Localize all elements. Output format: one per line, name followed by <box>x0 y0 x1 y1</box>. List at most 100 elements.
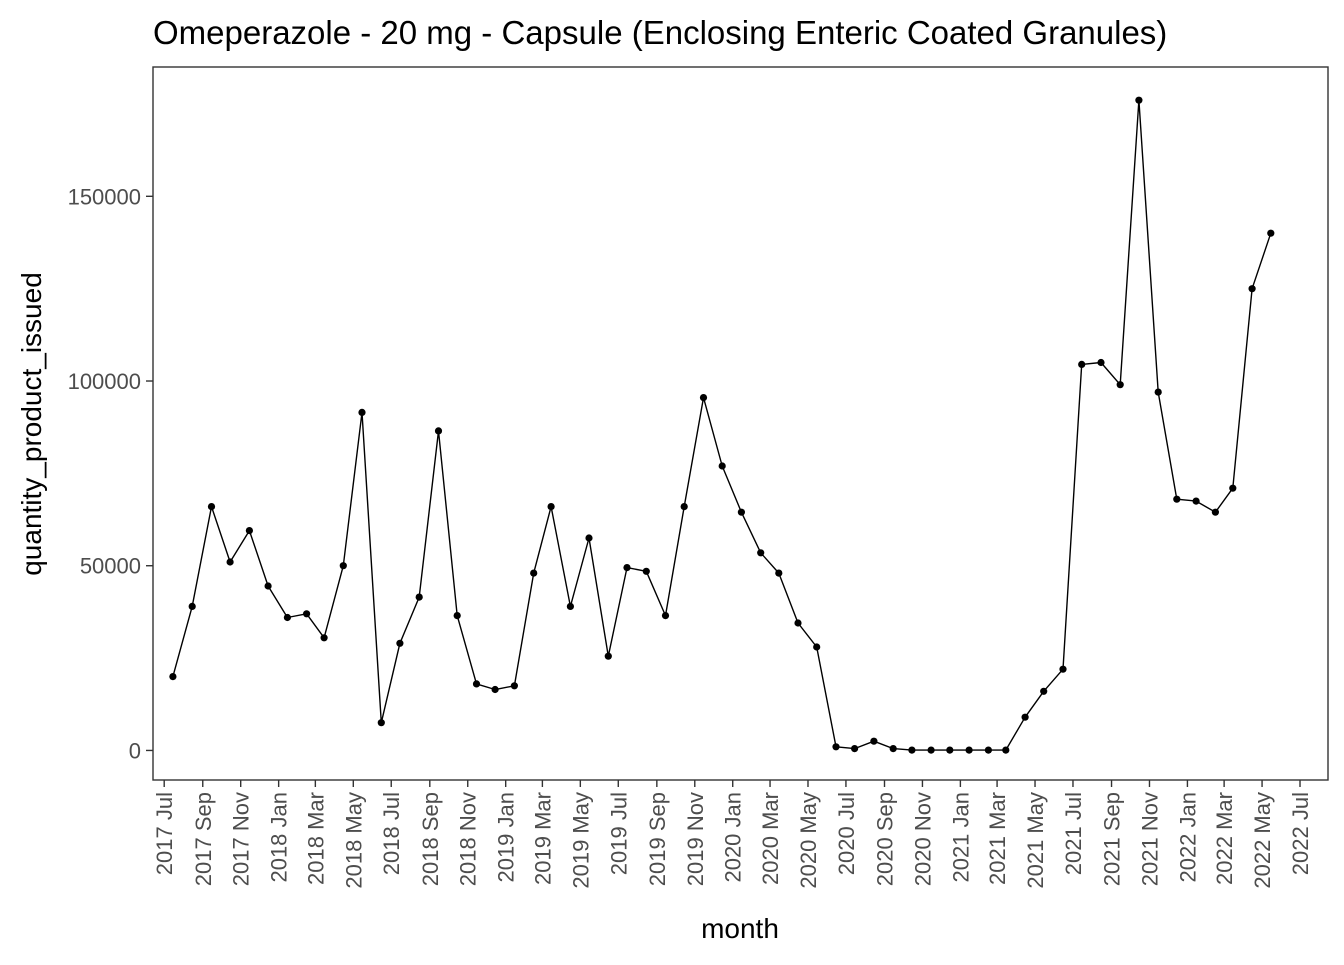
x-tick-label: 2020 May <box>796 792 821 889</box>
data-point <box>870 737 878 745</box>
y-tick-label: 150000 <box>68 184 141 209</box>
y-tick-label: 100000 <box>68 369 141 394</box>
x-tick-label: 2019 Mar <box>530 792 555 885</box>
data-point <box>1078 360 1086 368</box>
data-point <box>1135 96 1143 104</box>
x-tick-label: 2017 Jul <box>152 792 177 875</box>
data-point <box>680 503 688 511</box>
data-point <box>1192 497 1200 505</box>
x-tick-label: 2021 May <box>1023 792 1048 889</box>
data-point <box>226 558 234 566</box>
y-tick-label: 50000 <box>80 554 141 579</box>
data-point <box>434 427 443 435</box>
data-point <box>623 564 631 572</box>
data-point <box>661 612 670 620</box>
data-point <box>737 508 746 516</box>
data-point <box>1021 713 1029 721</box>
x-tick-label: 2019 Sep <box>645 792 670 886</box>
data-point <box>984 746 993 754</box>
data-point <box>1211 508 1219 516</box>
data-point <box>794 619 802 627</box>
data-point <box>1154 388 1162 396</box>
x-tick-label: 2017 Nov <box>229 792 254 886</box>
x-tick-label: 2019 Nov <box>683 792 708 886</box>
data-point <box>889 745 897 753</box>
data-point <box>1002 746 1010 754</box>
data-point <box>245 527 253 535</box>
data-point <box>757 549 765 557</box>
x-tick-label: 2020 Sep <box>872 792 897 886</box>
data-point <box>1229 484 1237 492</box>
data-point <box>377 719 385 727</box>
data-point <box>169 673 177 681</box>
x-tick-label: 2022 Jan <box>1175 792 1200 883</box>
y-axis: 0 50000 100000 150000 <box>68 184 153 763</box>
data-point <box>946 746 954 754</box>
x-tick-label: 2019 May <box>568 792 593 889</box>
data-point <box>718 462 726 470</box>
data-point <box>851 745 859 753</box>
x-tick-label: 2018 Jul <box>379 792 404 875</box>
data-point <box>1248 285 1256 293</box>
x-tick-label: 2018 Nov <box>456 792 481 886</box>
x-tick-label: 2018 May <box>341 792 366 889</box>
x-tick-label: 2017 Sep <box>191 792 216 886</box>
x-tick-label: 2022 May <box>1250 792 1275 889</box>
x-tick-label: 2020 Mar <box>758 792 783 885</box>
data-point <box>547 503 555 511</box>
data-point <box>1097 358 1105 367</box>
data-point <box>585 534 593 542</box>
x-tick-label: 2021 Mar <box>985 792 1010 885</box>
series-layer <box>169 96 1275 754</box>
data-point <box>1173 495 1181 503</box>
data-point <box>1059 665 1067 673</box>
data-point <box>1116 381 1124 389</box>
data-point <box>813 643 821 651</box>
x-tick-label: 2020 Jan <box>721 792 746 883</box>
x-axis: 2017 Jul 2017 Sep 2017 Nov 2018 Jan 2018 Mar… <box>152 780 1313 889</box>
data-point <box>472 680 481 688</box>
data-point <box>188 602 196 611</box>
x-tick-label: 2022 Mar <box>1212 792 1237 885</box>
y-axis-title: quantity_product_issued <box>16 272 47 576</box>
plot-panel <box>152 66 1329 781</box>
data-point <box>358 408 366 416</box>
data-point <box>604 652 612 660</box>
data-point <box>415 593 423 601</box>
data-point <box>530 569 538 577</box>
data-point <box>965 746 973 754</box>
data-point <box>320 634 328 642</box>
x-tick-label: 2018 Mar <box>303 792 328 885</box>
data-point <box>339 562 347 570</box>
data-point <box>396 639 404 647</box>
data-point <box>207 503 216 511</box>
data-point <box>510 682 518 690</box>
x-tick-label: 2021 Sep <box>1100 792 1125 886</box>
data-point <box>491 685 499 694</box>
data-point <box>699 394 708 402</box>
x-tick-label: 2019 Jul <box>606 792 631 875</box>
x-tick-label: 2018 Jan <box>267 792 292 883</box>
data-point <box>642 567 650 575</box>
x-tick-label: 2022 Jul <box>1288 792 1313 875</box>
data-point <box>832 743 840 751</box>
data-point <box>775 569 783 577</box>
x-tick-label: 2020 Nov <box>910 792 935 886</box>
x-tick-label: 2018 Sep <box>418 792 443 886</box>
x-axis-title: month <box>701 913 779 944</box>
x-tick-label: 2021 Nov <box>1137 792 1162 886</box>
data-point <box>1267 229 1275 237</box>
x-tick-label: 2021 Jul <box>1061 792 1086 875</box>
y-tick-label: 0 <box>129 738 141 763</box>
data-point <box>264 582 272 590</box>
x-tick-label: 2021 Jan <box>948 792 973 883</box>
data-point <box>1040 687 1048 695</box>
data-point <box>566 602 575 611</box>
data-point <box>303 610 311 618</box>
data-point <box>283 613 291 622</box>
data-point <box>908 746 916 754</box>
x-tick-label: 2019 Jan <box>494 792 519 883</box>
x-tick-label: 2020 Jul <box>834 792 859 875</box>
